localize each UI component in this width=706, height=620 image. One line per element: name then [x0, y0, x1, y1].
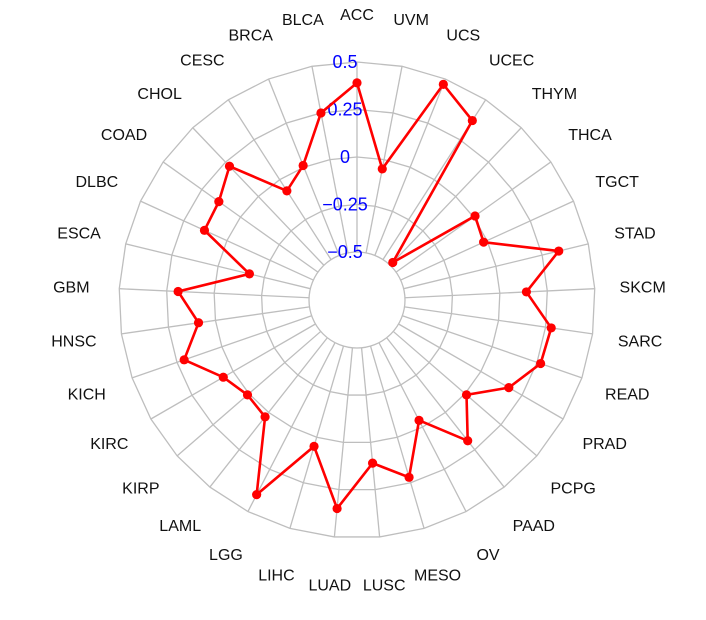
data-point-thca	[470, 211, 480, 221]
category-label-stad: STAD	[614, 226, 655, 243]
radial-tick-label: 0.25	[327, 100, 362, 120]
data-point-lihc	[309, 441, 319, 451]
data-point-skcm	[521, 287, 532, 297]
data-point-acc	[352, 78, 362, 88]
data-point-tgct	[479, 237, 489, 247]
category-label-meso: MESO	[414, 567, 461, 584]
category-label-uvm: UVM	[393, 12, 429, 29]
data-point-kirc	[218, 372, 228, 382]
category-label-acc: ACC	[340, 7, 374, 24]
category-label-chol: CHOL	[137, 86, 182, 103]
radial-axis-labels: −0.5 −0.25 0 0.25 0.5	[322, 52, 368, 262]
data-point-brca	[298, 160, 308, 171]
category-label-ucec: UCEC	[489, 52, 534, 69]
data-point-pcpg	[461, 390, 472, 400]
category-label-kich: KICH	[68, 387, 106, 404]
grid	[118, 61, 596, 538]
radial-tick-label: −0.5	[327, 242, 363, 262]
category-label-lihc: LIHC	[258, 567, 294, 584]
category-label-coad: COAD	[101, 127, 147, 144]
radial-tick-label: 0	[340, 147, 350, 167]
data-point-laml	[260, 412, 270, 422]
radial-tick-label: −0.25	[322, 195, 368, 215]
data-point-cesc	[282, 186, 292, 196]
data-point-read	[536, 358, 546, 369]
category-label-blca: BLCA	[282, 12, 324, 29]
data-point-hnsc	[193, 318, 204, 328]
data-point-coad	[214, 197, 224, 207]
category-label-skcm: SKCM	[620, 279, 666, 296]
category-label-ov: OV	[476, 547, 499, 564]
category-label-lgg: LGG	[209, 547, 243, 564]
category-label-ucs: UCS	[446, 27, 480, 44]
data-point-kich	[179, 355, 189, 365]
data-point-kirp	[242, 390, 253, 400]
category-label-tgct: TGCT	[595, 174, 639, 191]
category-label-luad: LUAD	[308, 578, 351, 595]
category-label-gbm: GBM	[53, 279, 89, 296]
category-label-sarc: SARC	[618, 334, 662, 351]
data-point-ucs	[438, 79, 448, 89]
data-point-blca	[316, 108, 326, 118]
category-label-brca: BRCA	[228, 27, 273, 44]
category-label-kirp: KIRP	[122, 480, 159, 497]
data-point-esca	[244, 269, 255, 279]
data-point-lusc	[367, 458, 378, 468]
data-point-lgg	[252, 490, 262, 500]
category-label-paad: PAAD	[513, 518, 555, 535]
data-point-sarc	[546, 323, 556, 333]
category-label-kirc: KIRC	[90, 436, 128, 453]
series-line	[176, 81, 562, 512]
data-point-gbm	[173, 286, 183, 297]
category-label-hnsc: HNSC	[51, 334, 96, 351]
inner-hole	[308, 251, 406, 349]
category-label-dlbc: DLBC	[76, 174, 119, 191]
data-point-chol	[224, 161, 235, 171]
grid-ring	[166, 108, 548, 491]
data-point-prad	[504, 383, 514, 393]
category-label-cesc: CESC	[180, 52, 224, 69]
category-label-read: READ	[605, 387, 649, 404]
data-point-thym	[388, 257, 398, 268]
category-labels: ACC UVM UCS UCEC THYM THCA TGCT STAD SKCM SARC REA…	[51, 7, 666, 595]
grid-ring	[118, 61, 596, 538]
data-point-uvm	[377, 164, 387, 174]
data-point-meso	[404, 472, 414, 482]
grid-ring	[260, 203, 454, 396]
category-label-esca: ESCA	[57, 226, 101, 243]
category-label-prad: PRAD	[582, 436, 626, 453]
radial-tick-label: 0.5	[332, 52, 357, 72]
category-label-pcpg: PCPG	[550, 480, 595, 497]
data-point-stad	[554, 246, 564, 256]
category-label-thca: THCA	[568, 127, 612, 144]
data-series	[173, 78, 564, 514]
data-point-dlbc	[199, 225, 210, 235]
category-label-thym: THYM	[532, 86, 577, 103]
data-point-ucec	[467, 115, 477, 126]
category-label-lusc: LUSC	[363, 578, 406, 595]
category-label-laml: LAML	[159, 518, 201, 535]
data-point-ov	[414, 415, 424, 425]
data-point-luad	[332, 503, 342, 514]
data-point-paad	[463, 436, 473, 446]
